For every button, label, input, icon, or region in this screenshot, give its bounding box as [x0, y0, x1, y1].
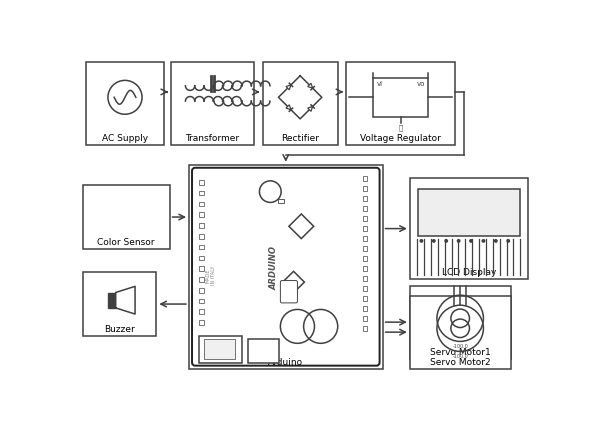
Bar: [362, 247, 367, 252]
Circle shape: [457, 240, 461, 243]
FancyBboxPatch shape: [280, 281, 298, 303]
Bar: [362, 257, 367, 261]
Circle shape: [469, 240, 473, 243]
Polygon shape: [308, 107, 313, 112]
Bar: [362, 237, 367, 241]
Circle shape: [444, 240, 448, 243]
Bar: [205, 340, 235, 359]
Bar: [346, 63, 455, 145]
Bar: [373, 79, 428, 117]
Polygon shape: [286, 86, 291, 91]
Text: -100.0: -100.0: [452, 353, 468, 358]
Bar: [86, 63, 164, 145]
Bar: [362, 287, 367, 291]
FancyBboxPatch shape: [192, 169, 380, 366]
Bar: [199, 299, 203, 304]
Circle shape: [481, 240, 485, 243]
Bar: [199, 224, 203, 228]
Text: Buzzer: Buzzer: [104, 324, 135, 333]
Bar: [362, 316, 367, 321]
Text: -100.0: -100.0: [452, 343, 468, 348]
Bar: [199, 213, 203, 218]
Text: vo: vo: [417, 81, 425, 87]
Polygon shape: [108, 293, 116, 308]
Text: Servo Motor2: Servo Motor2: [430, 357, 490, 366]
Bar: [362, 177, 367, 181]
Bar: [83, 273, 157, 336]
Text: Voltage Regulator: Voltage Regulator: [360, 133, 441, 142]
Bar: [171, 63, 254, 145]
Circle shape: [419, 240, 424, 243]
Bar: [199, 336, 242, 363]
Bar: [199, 234, 203, 239]
Polygon shape: [308, 84, 313, 89]
Circle shape: [506, 240, 510, 243]
Bar: [83, 186, 170, 249]
Bar: [189, 165, 383, 369]
Bar: [199, 256, 203, 261]
Bar: [199, 288, 203, 293]
Bar: [199, 202, 203, 207]
Bar: [362, 297, 367, 301]
Bar: [362, 187, 367, 191]
Circle shape: [494, 240, 498, 243]
Bar: [199, 277, 203, 282]
Text: Color Sensor: Color Sensor: [97, 237, 155, 246]
Text: ⏚: ⏚: [398, 124, 403, 131]
Bar: [199, 267, 203, 271]
Bar: [248, 340, 279, 363]
Polygon shape: [286, 106, 291, 111]
Text: MADE
IN ITALY: MADE IN ITALY: [205, 265, 216, 284]
Bar: [199, 191, 203, 196]
Text: AC Supply: AC Supply: [102, 133, 148, 142]
Polygon shape: [116, 287, 135, 314]
Bar: [362, 227, 367, 231]
Bar: [362, 307, 367, 311]
Bar: [199, 181, 203, 185]
Bar: [362, 327, 367, 331]
Bar: [362, 276, 367, 281]
Bar: [263, 63, 338, 145]
Bar: [362, 207, 367, 212]
Bar: [278, 199, 284, 204]
Bar: [199, 320, 203, 325]
Bar: [418, 190, 520, 236]
Bar: [199, 245, 203, 250]
Bar: [362, 197, 367, 201]
Bar: [362, 217, 367, 221]
Text: Servo Motor1: Servo Motor1: [430, 347, 491, 356]
Bar: [362, 267, 367, 271]
Text: Transformer: Transformer: [185, 133, 239, 142]
Bar: [410, 178, 527, 280]
Text: ARDUINO: ARDUINO: [269, 245, 278, 289]
Circle shape: [432, 240, 436, 243]
Text: vi: vi: [376, 81, 383, 87]
Text: Arduino: Arduino: [268, 357, 304, 366]
Bar: [410, 296, 511, 369]
Bar: [410, 286, 511, 359]
Bar: [199, 310, 203, 314]
Text: Rectifier: Rectifier: [281, 133, 319, 142]
Text: LCD Display: LCD Display: [442, 268, 496, 276]
